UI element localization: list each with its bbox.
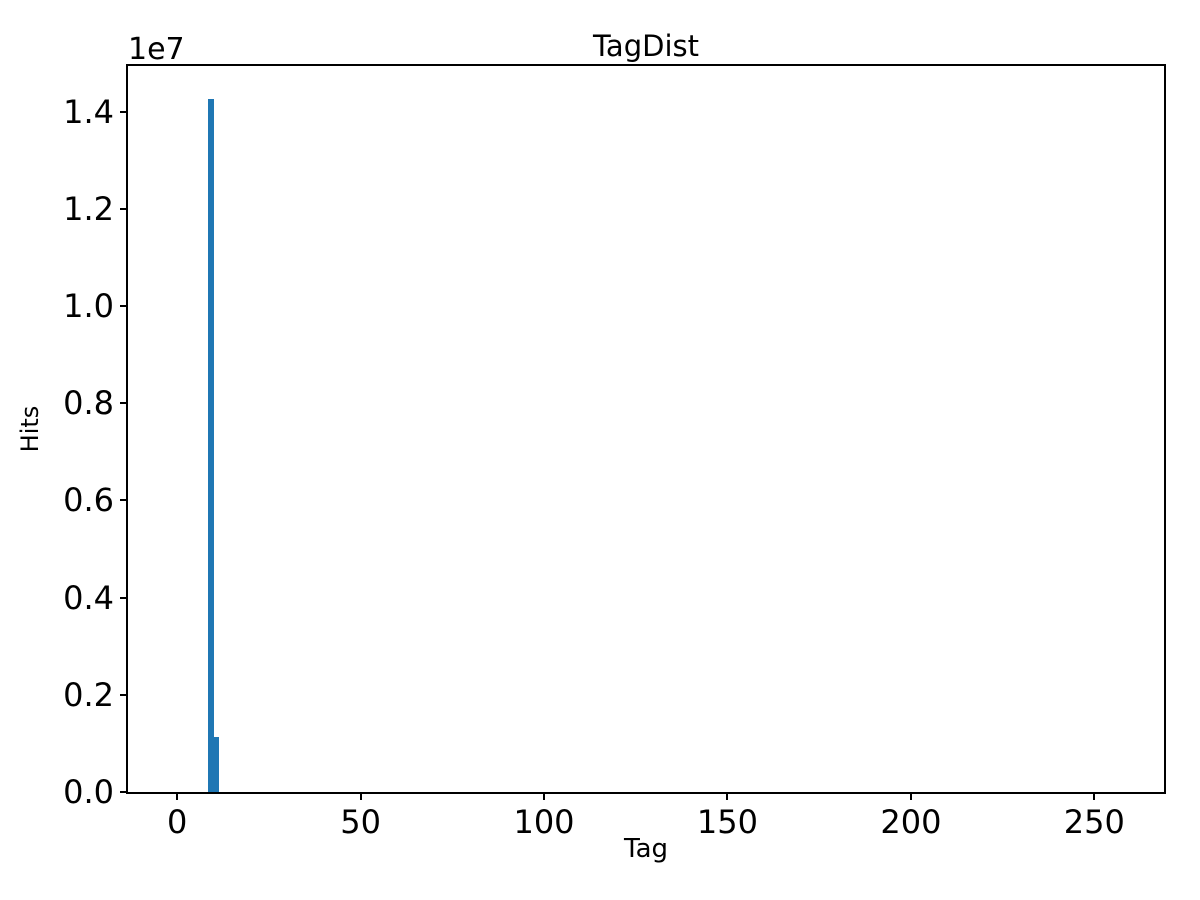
y-tick-mark (120, 110, 128, 113)
y-tick-label: 0.8 (63, 384, 114, 423)
y-tick-mark (120, 693, 128, 696)
y-tick-label: 1.4 (63, 92, 114, 131)
x-tick-label: 150 (696, 803, 758, 841)
x-axis-label: Tag (623, 834, 668, 864)
y-tick-label: 0.6 (63, 481, 114, 520)
x-tick-label: 200 (880, 803, 942, 841)
x-tick-mark (543, 792, 545, 800)
y-tick-mark (120, 791, 128, 793)
x-tick-mark (176, 792, 179, 800)
histogram-bar (214, 737, 220, 792)
y-tick-mark (120, 207, 128, 210)
y-tick-label: 0.2 (63, 675, 114, 714)
y-tick-mark (120, 596, 128, 599)
y-tick-label: 1.2 (63, 189, 114, 228)
y-tick-mark (120, 305, 128, 308)
y-tick-mark (120, 499, 128, 502)
y-tick-mark (120, 402, 128, 405)
plot-area (126, 64, 1166, 794)
x-tick-mark (726, 792, 729, 800)
x-tick-label: 0 (167, 803, 188, 841)
bars-layer (128, 66, 1164, 792)
y-tick-label: 0.4 (63, 578, 114, 617)
histogram-bar (208, 99, 215, 792)
y-axis-label: Hits (16, 405, 44, 453)
x-tick-label: 50 (340, 803, 381, 841)
chart-title: TagDist (593, 29, 699, 63)
x-tick-mark (359, 792, 362, 800)
x-tick-label: 250 (1063, 803, 1125, 841)
y-tick-label: 0.0 (63, 773, 114, 811)
y-axis-offset-label: 1e7 (128, 32, 185, 67)
y-tick-label: 1.0 (63, 287, 114, 326)
x-tick-label: 100 (513, 803, 575, 841)
x-tick-mark (909, 792, 912, 800)
x-tick-mark (1093, 792, 1096, 800)
